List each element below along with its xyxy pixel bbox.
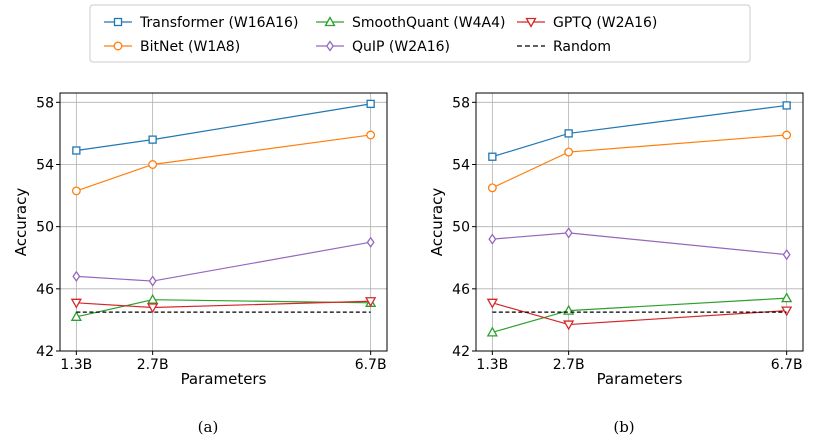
- data-point: [782, 101, 791, 110]
- legend-label: QuIP (W2A16): [352, 39, 450, 55]
- legend-marker: [326, 40, 334, 52]
- legend-label: SmoothQuant (W4A4): [352, 15, 505, 31]
- data-point: [366, 236, 375, 248]
- y-tick-label: 46: [36, 282, 54, 298]
- data-point: [486, 326, 498, 337]
- series-quip-w2a16: [488, 227, 791, 261]
- y-tick-label: 46: [452, 282, 470, 298]
- y-tick-label: 58: [36, 95, 54, 111]
- y-axis-label: Accuracy: [428, 188, 446, 257]
- data-point: [782, 130, 792, 140]
- x-tick-label: 6.7B: [771, 357, 803, 373]
- series-quip-w2a16: [72, 236, 375, 287]
- data-point: [147, 303, 159, 314]
- legend-label: GPTQ (W2A16): [553, 15, 657, 31]
- series-line: [76, 103, 371, 152]
- data-point: [564, 227, 573, 239]
- y-tick-label: 58: [452, 95, 470, 111]
- legend-item-gptq-w2a16: GPTQ (W2A16): [517, 15, 657, 31]
- data-point: [148, 135, 157, 144]
- y-tick-label: 54: [452, 157, 470, 173]
- y-axis-label: Accuracy: [12, 188, 30, 257]
- data-point: [366, 130, 376, 140]
- y-tick-label: 50: [452, 220, 470, 236]
- plot-frame: [475, 92, 804, 352]
- series-line: [492, 104, 787, 158]
- series-gptq-w2a16: [70, 297, 377, 314]
- series-transformer-w16a16: [72, 99, 375, 155]
- data-point: [70, 298, 82, 309]
- data-point: [72, 146, 81, 155]
- panel-caption: (a): [198, 418, 219, 436]
- y-tick-label: 42: [36, 344, 54, 360]
- x-axis-label: Parameters: [597, 370, 683, 388]
- legend-marker: [113, 41, 123, 51]
- data-point: [72, 270, 81, 283]
- series-line: [492, 232, 787, 256]
- legend-item-transformer-w16a16: Transformer (W16A16): [104, 15, 298, 31]
- y-tick-label: 54: [36, 157, 54, 173]
- data-point: [366, 99, 375, 109]
- legend-label: Transformer (W16A16): [139, 15, 298, 31]
- data-point: [781, 306, 793, 317]
- legend: Transformer (W16A16) SmoothQuant (W4A4) GP…: [89, 4, 751, 63]
- plot-frame: [59, 92, 388, 352]
- legend-label: BitNet (W1A8): [140, 39, 240, 55]
- x-tick-label: 2.7B: [553, 357, 585, 373]
- legend-item-random: Random: [517, 39, 611, 55]
- legend-marker: [525, 17, 537, 28]
- data-point: [71, 186, 81, 196]
- data-point: [365, 297, 377, 308]
- data-point: [781, 292, 793, 303]
- legend-item-quip-w2a16: QuIP (W2A16): [316, 39, 450, 55]
- data-point: [782, 249, 791, 261]
- y-tick-label: 42: [452, 344, 470, 360]
- series-line: [76, 241, 371, 282]
- data-point: [148, 160, 158, 169]
- legend-frame: [89, 4, 751, 63]
- legend-marker: [113, 17, 123, 27]
- data-point: [488, 152, 497, 161]
- data-point: [486, 298, 498, 309]
- x-tick-label: 1.3B: [60, 357, 92, 373]
- legend-label: Random: [553, 39, 611, 55]
- data-point: [487, 183, 497, 193]
- x-tick-label: 1.3B: [476, 357, 508, 373]
- x-tick-label: 6.7B: [355, 357, 387, 373]
- data-point: [147, 293, 159, 304]
- series-transformer-w16a16: [488, 101, 791, 161]
- chart-panel-a: 1.3B 2.7B 6.7B 42 46 50 54 58 Parameters Accuracy…: [12, 92, 388, 436]
- data-point: [564, 129, 573, 138]
- legend-marker: [324, 16, 336, 27]
- data-point: [70, 310, 82, 321]
- data-point: [488, 233, 497, 245]
- panel-caption: (b): [613, 418, 634, 436]
- legend-item-bitnet-w1a8: BitNet (W1A8): [104, 39, 240, 55]
- data-point: [148, 275, 157, 287]
- x-axis-label: Parameters: [181, 370, 267, 388]
- series-gptq-w2a16: [486, 298, 793, 331]
- series-line: [76, 134, 371, 192]
- data-point: [563, 320, 575, 331]
- legend-item-smoothquant-w4a4: SmoothQuant (W4A4): [316, 15, 505, 31]
- series-smoothquant-w4a4: [70, 293, 377, 321]
- data-point: [564, 147, 574, 157]
- chart-panel-b: 1.3B 2.7B 6.7B 42 46 50 54 58 Parameters Accuracy…: [428, 92, 804, 436]
- x-tick-label: 2.7B: [137, 357, 169, 373]
- series-bitnet-w1a8: [487, 130, 792, 193]
- series-bitnet-w1a8: [71, 130, 376, 196]
- y-tick-label: 50: [36, 220, 54, 236]
